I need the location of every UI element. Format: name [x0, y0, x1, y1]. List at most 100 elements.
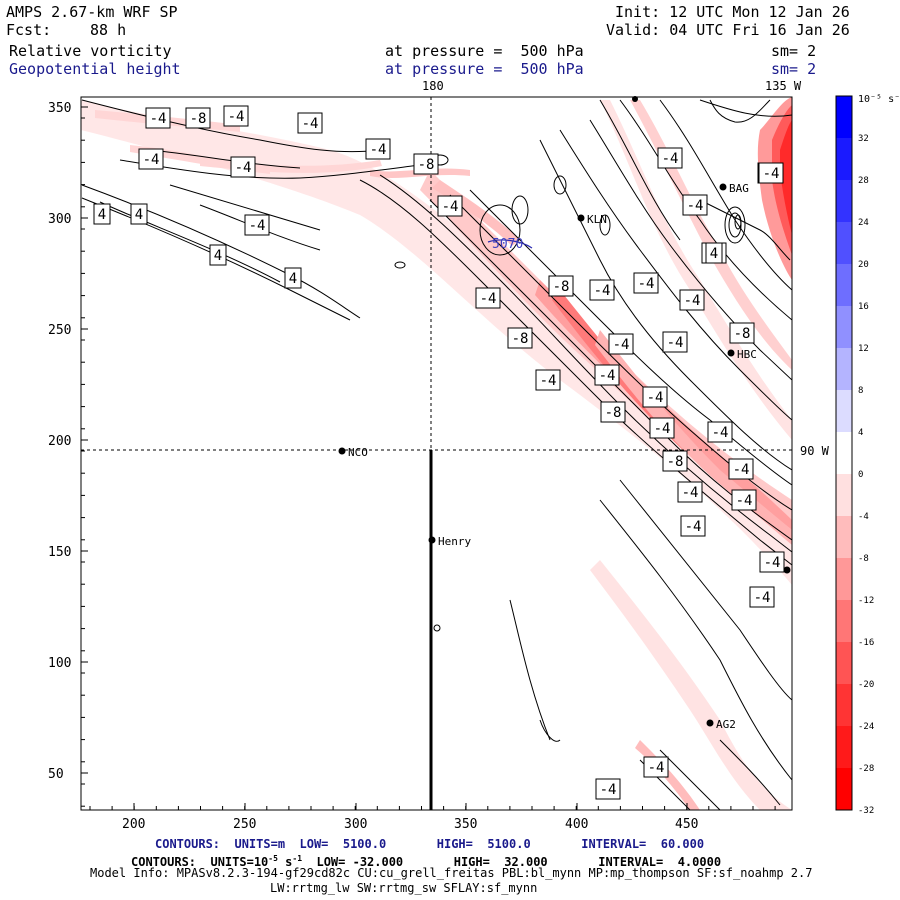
colorbar-frame — [835, 95, 853, 811]
contour-label-box — [759, 551, 785, 573]
y-tick-label: 350 — [48, 101, 71, 116]
height-contour-label: 5070 — [492, 237, 523, 252]
contour-label-text: -4 — [682, 485, 699, 501]
colorbar-tick-label: 24 — [858, 218, 869, 228]
station-label: BAG — [729, 182, 749, 195]
contour-label: -4 — [230, 156, 256, 178]
footer-height-contours: CONTOURS: UNITS=m LOW= 5100.0 HIGH= 5100… — [155, 837, 705, 851]
y-tick-label: 100 — [48, 656, 71, 671]
colorbar-tick-label: 4 — [858, 428, 863, 438]
contour-label-box — [589, 279, 615, 301]
contour-label: -4 — [759, 551, 785, 573]
contour-label-box — [657, 147, 683, 169]
colorbar-segment — [836, 432, 852, 475]
field1-name: Relative vorticity — [9, 42, 172, 60]
contour-label: -4 — [728, 458, 754, 480]
contour-label-box — [209, 244, 227, 266]
contour-label-box — [93, 203, 111, 225]
contour-label-text: -8 — [605, 405, 622, 421]
contour-label-box — [297, 112, 323, 134]
contour-label-text: -4 — [662, 151, 679, 167]
contour-label-box — [728, 458, 754, 480]
y-tick-label: 150 — [48, 545, 71, 560]
contour-label: -4 — [662, 331, 688, 353]
forecast-hour: 88 h — [90, 21, 127, 39]
x-tick-label: 250 — [233, 817, 256, 832]
contour-label: -8 — [729, 322, 755, 344]
contour-label: 4 — [209, 244, 227, 266]
colorbar-segment — [836, 474, 852, 517]
contour-label: -4 — [595, 778, 621, 800]
colorbar-segment — [836, 768, 852, 811]
contour-label-box — [230, 156, 256, 178]
field1-level: at pressure = 500 hPa — [385, 42, 584, 60]
contour-label-box — [731, 489, 757, 511]
contour-label-text: -4 — [613, 337, 630, 353]
footer-vort-b: s — [277, 855, 293, 869]
contour-label-box — [507, 327, 533, 349]
model-title: AMPS 2.67-km WRF SP — [6, 3, 178, 21]
contour-label: -4 — [589, 279, 615, 301]
colorbar-segment — [836, 180, 852, 223]
contour-label-box — [608, 333, 634, 355]
contour-label: 4 — [93, 203, 111, 225]
x-tick-label: 200 — [122, 817, 145, 832]
contour-label: -4 — [680, 515, 706, 537]
contour-label: -4 — [437, 195, 463, 217]
station-hbc: HBC — [727, 348, 757, 361]
contour-label: -4 — [365, 138, 391, 160]
contour-label-box — [535, 369, 561, 391]
colorbar-segment — [836, 684, 852, 727]
contour-label-text: -4 — [143, 152, 160, 168]
axes: 200 250 300 350 400 450 350 300 250 200 150 100 50 — [48, 101, 776, 832]
contour-label-text: -4 — [249, 218, 266, 234]
contour-label-box — [130, 203, 148, 225]
y-tick-label: 300 — [48, 212, 71, 227]
forecast-label: Fcst: — [6, 21, 52, 39]
contour-label-text: -4 — [150, 111, 167, 127]
contour-label-text: -4 — [599, 368, 616, 384]
contour-label-box — [548, 275, 574, 297]
label-90w: 90 W — [800, 444, 830, 458]
footer-vort-c: LOW= -32.000 HIGH= 32.000 INTERVAL= 4.00… — [302, 855, 722, 869]
contour-label: -4 — [679, 289, 705, 311]
contour-labels: -4 -8 -4 -4 -4 -4 -4 -8 -4 4 4 -4 4 4 -4 -8 -4 -4 -4 -4 -8 -4… — [93, 105, 785, 800]
contour-label-box — [662, 331, 688, 353]
contour-label: -4 — [594, 364, 620, 386]
contour-label-box — [365, 138, 391, 160]
x-tick-label: 450 — [675, 817, 698, 832]
contour-label-text: -4 — [648, 760, 665, 776]
contour-label-text: -8 — [418, 157, 435, 173]
contour-label-box — [758, 162, 784, 184]
colorbar-segment — [836, 642, 852, 685]
contour-label-box — [594, 364, 620, 386]
y-tick-label: 50 — [48, 767, 64, 782]
contour-label-text: -4 — [442, 199, 459, 215]
contour-label-box — [284, 267, 302, 289]
contour-label: -4 — [758, 162, 784, 184]
footer-vort-exp2: -1 — [292, 854, 303, 863]
contour-label-text: -8 — [190, 111, 207, 127]
contour-label-text: -4 — [235, 160, 252, 176]
contour-label-box — [677, 481, 703, 503]
contour-label: -8 — [600, 401, 626, 423]
colorbar-tick-label: -20 — [858, 680, 874, 690]
contour-label: -4 — [297, 112, 323, 134]
contour-label: -8 — [662, 450, 688, 472]
contour-label-text: -4 — [736, 493, 753, 509]
footer-vorticity-contours: CONTOURS: UNITS=10-5 s-1 LOW= -32.000 HI… — [131, 852, 721, 869]
colorbar-tick-label: -24 — [858, 722, 874, 732]
contour-label-box — [649, 417, 675, 439]
contour-label-box — [138, 148, 164, 170]
plot-frame — [80, 96, 793, 811]
contour-label-text: -4 — [712, 425, 729, 441]
contour-label-box — [749, 586, 775, 608]
colorbar-tick-label: 0 — [858, 470, 863, 480]
contour-label-text: -4 — [480, 291, 497, 307]
contour-label-text: -4 — [302, 116, 319, 132]
station-marker — [577, 214, 585, 222]
contour-label: -4 — [475, 287, 501, 309]
height-contour — [487, 239, 533, 249]
contour-label-text: -4 — [684, 293, 701, 309]
colorbar: 32 28 24 20 16 12 8 4 0 -4 -8 -12 -16 -20 -24 -28 -32 — [835, 95, 874, 816]
